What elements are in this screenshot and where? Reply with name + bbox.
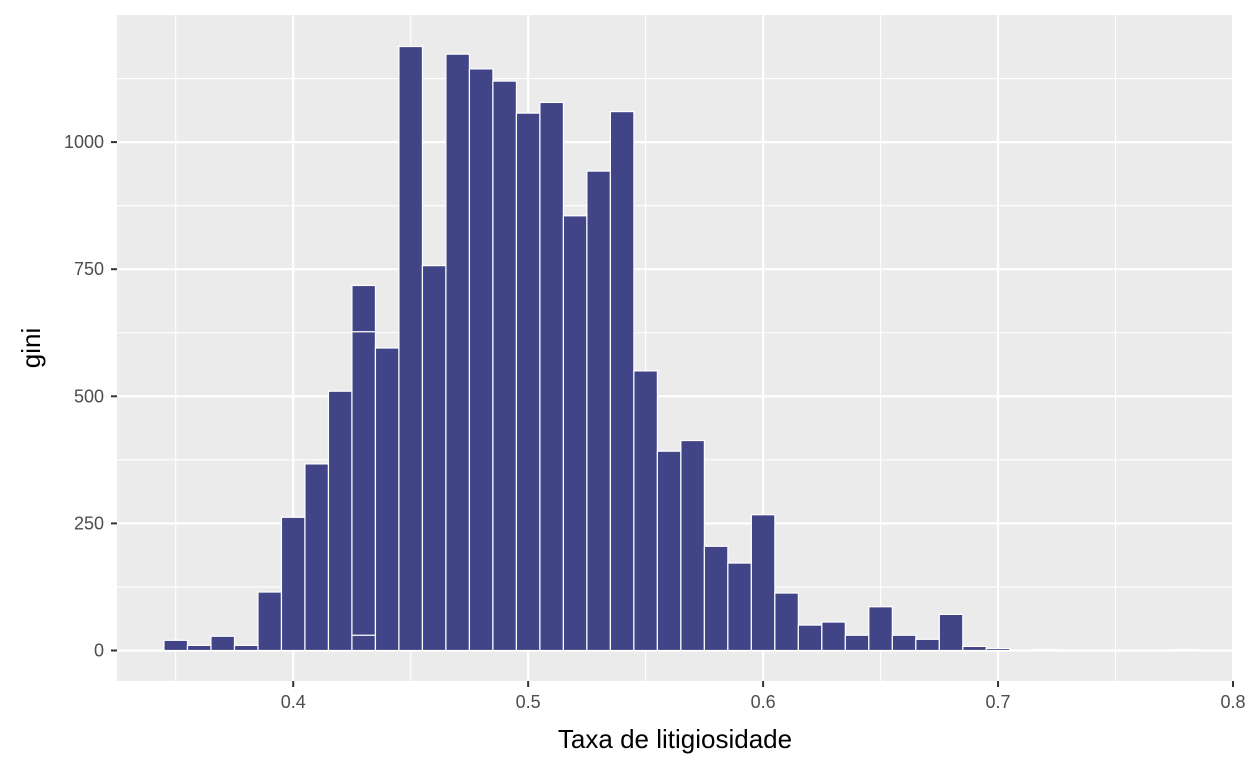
histogram-bar: [703, 545, 729, 652]
histogram-bar: [539, 101, 565, 652]
y-tick-label: 0: [94, 640, 104, 660]
histogram-bar: [844, 634, 870, 652]
histogram-bar: [633, 370, 658, 652]
histogram-bar: [280, 516, 306, 652]
histogram-bar: [868, 606, 893, 652]
y-tick-label: 750: [74, 259, 104, 279]
x-axis: 0.4 0.5 0.6 0.7 0.8: [281, 681, 1246, 712]
y-tick-label: 500: [74, 386, 104, 406]
histogram-bar: [351, 284, 377, 652]
histogram-bar: [304, 463, 330, 652]
histogram-bar: [821, 621, 846, 652]
histogram-bar: [562, 215, 588, 652]
histogram-bar: [1173, 648, 1199, 652]
histogram-bar: [750, 514, 776, 652]
histogram-bar: [962, 645, 987, 652]
histogram-bar: [797, 624, 823, 652]
histogram-bar: [656, 450, 682, 652]
x-tick-label: 0.5: [516, 692, 541, 712]
histogram-bar: [210, 635, 236, 652]
histogram-bar: [680, 439, 705, 652]
y-axis-title: gini: [16, 328, 46, 368]
y-tick-label: 1000: [64, 132, 104, 152]
histogram-bar: [938, 613, 964, 652]
histogram-bar: [774, 592, 799, 652]
x-tick-label: 0.4: [281, 692, 306, 712]
histogram-bar: [327, 390, 353, 652]
histogram-bar: [421, 265, 447, 652]
histogram-bar: [257, 591, 283, 652]
histogram-bar: [233, 644, 259, 652]
histogram-bar: [186, 644, 212, 652]
histogram-bar: [445, 53, 471, 652]
bar-segment-lines: [351, 331, 376, 636]
histogram-bar: [891, 634, 917, 652]
x-tick-label: 0.7: [986, 692, 1011, 712]
histogram-bar: [1032, 648, 1058, 652]
histogram-bar: [163, 639, 189, 652]
histogram-bar: [468, 68, 494, 652]
bars: [163, 45, 1199, 652]
x-tick-label: 0.8: [1220, 692, 1245, 712]
histogram-bar: [586, 170, 611, 652]
histogram-bar: [374, 347, 400, 652]
histogram-bar: [915, 638, 940, 652]
y-axis: 0 250 500 750 1000: [64, 132, 117, 660]
histogram-bar: [398, 45, 424, 652]
x-tick-label: 0.6: [751, 692, 776, 712]
y-tick-label: 250: [74, 513, 104, 533]
histogram-bar: [515, 112, 541, 652]
histogram-bar: [609, 110, 635, 652]
histogram-bar: [985, 647, 1011, 652]
x-axis-title: Taxa de litigiosidade: [558, 724, 792, 754]
histogram-bar: [492, 80, 518, 652]
histogram-bar: [727, 562, 752, 652]
